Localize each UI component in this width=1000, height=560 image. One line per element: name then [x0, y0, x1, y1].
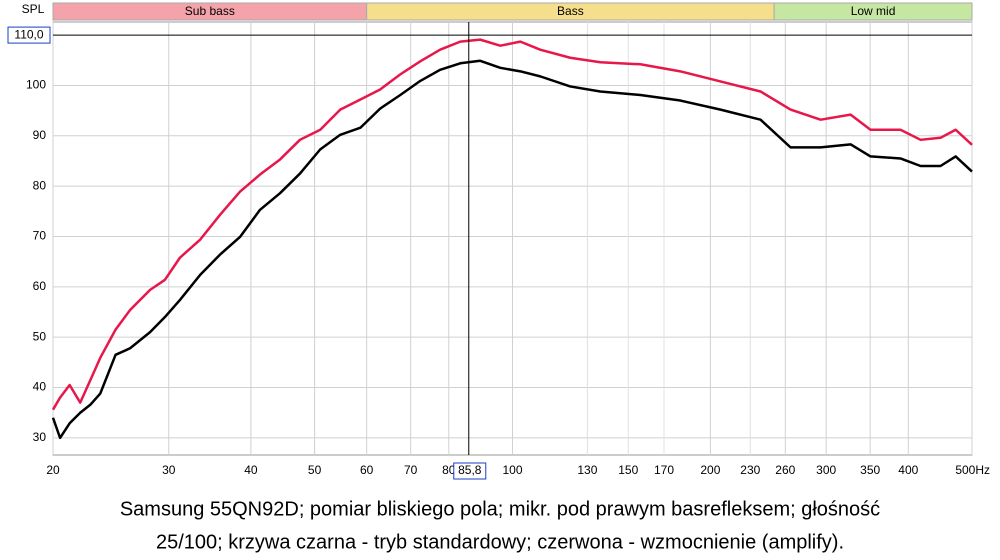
cursor-label-box: [7, 26, 51, 44]
band-label: Low mid: [851, 4, 896, 18]
band: [773, 2, 973, 21]
x-tick-label: 200: [700, 463, 720, 477]
x-tick-label: 260: [775, 463, 795, 477]
caption: Samsung 55QN92D; pomiar bliskiego pola; …: [120, 498, 880, 520]
band-label: Sub bass: [185, 4, 235, 18]
cursor-x-label: 85,8: [458, 463, 482, 477]
x-tick-label: 20: [46, 463, 60, 477]
y-tick-label: 100: [26, 78, 46, 92]
x-tick-label: 500Hz: [955, 463, 990, 477]
x-tick-label: 40: [244, 463, 258, 477]
cursor-y-label: 110,0: [14, 27, 43, 41]
x-tick-label: 100: [502, 463, 522, 477]
x-tick-label: 170: [654, 463, 674, 477]
x-tick-label: 30: [162, 463, 176, 477]
x-tick-label: 50: [308, 463, 322, 477]
x-tick-label: 400: [898, 463, 918, 477]
series-line: [51, 59, 973, 440]
series-line: [51, 38, 973, 411]
y-tick-label: 60: [33, 279, 47, 293]
x-tick-label: 60: [360, 463, 374, 477]
y-axis-label: SPL: [22, 2, 45, 16]
x-tick-label: 80: [442, 463, 456, 477]
cursor-label-box: [453, 462, 487, 480]
y-tick-label: 40: [33, 380, 47, 394]
x-tick-label: 350: [860, 463, 880, 477]
x-tick-label: 70: [404, 463, 418, 477]
x-tick-label: 230: [740, 463, 760, 477]
y-tick-label: 50: [33, 329, 47, 343]
band-label: Bass: [557, 4, 584, 18]
x-tick-label: 300: [816, 463, 836, 477]
x-tick-label: 130: [577, 463, 597, 477]
y-tick-label: 80: [33, 178, 47, 192]
x-tick-label: 150: [618, 463, 638, 477]
y-tick-label: 30: [33, 430, 47, 444]
caption: 25/100; krzywa czarna - tryb standardowy…: [156, 531, 844, 553]
y-tick-label: 70: [33, 229, 47, 243]
y-tick-label: 90: [33, 128, 47, 142]
